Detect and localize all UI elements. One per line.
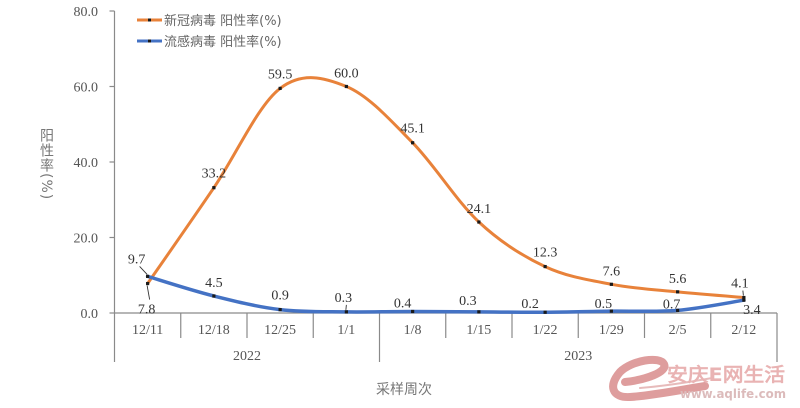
data-label-leader-covid (742, 290, 744, 296)
data-point-flu (344, 310, 348, 314)
x-tick-label: 1/29 (599, 323, 624, 338)
data-point-covid (146, 281, 150, 286)
data-label-flu: 0.5 (595, 297, 613, 312)
series-layer (145, 76, 746, 315)
data-point-flu (278, 308, 282, 312)
data-label-covid: 33.2 (202, 167, 227, 182)
x-tick-label: 12/11 (132, 323, 163, 338)
data-point-covid (278, 86, 282, 90)
data-point-flu (543, 310, 547, 314)
data-point-flu (609, 309, 613, 313)
data-label-covid: 59.5 (268, 67, 293, 82)
x-axis-title: 采样周次 (376, 382, 432, 398)
legend-label-covid: 新冠病毒 阳性率(%) (164, 13, 282, 29)
data-label-flu: 0.3 (459, 294, 477, 309)
data-label-flu: 0.9 (271, 289, 289, 304)
data-label-flu: 0.7 (663, 297, 681, 312)
data-label-leader-covid (146, 285, 151, 300)
watermark-url: www.aqlife.com (680, 387, 786, 401)
x-group-label: 2022 (233, 349, 261, 364)
legend-label-flu: 流感病毒 阳性率(%) (164, 34, 282, 50)
data-point-flu (146, 274, 150, 278)
x-tick-label: 2/5 (669, 323, 687, 338)
series-line-flu (145, 274, 746, 315)
watermark: 安庆E网生活 www.aqlife.com (609, 355, 786, 402)
legend: 新冠病毒 阳性率(%) 流感病毒 阳性率(%) (137, 13, 282, 50)
data-label-covid: 5.6 (669, 272, 687, 287)
y-tick-label: 20.0 (74, 232, 99, 247)
data-label-covid: 7.6 (603, 264, 621, 279)
series-line-covid (146, 76, 746, 299)
x-tick-label: 1/22 (533, 323, 558, 338)
data-point-flu (477, 310, 481, 314)
data-label-covid: 7.8 (138, 303, 156, 318)
x-tick-label: 12/18 (198, 323, 230, 338)
legend-marker-flu (148, 39, 151, 43)
data-label-covid: 60.0 (334, 67, 359, 82)
x-tick-label: 12/25 (264, 323, 296, 338)
data-label-covid: 24.1 (467, 202, 492, 217)
x-tick-label: 1/15 (466, 323, 491, 338)
data-point-covid (212, 186, 216, 190)
data-labels-layer: 7.8 33.2 59.5 60.0 45.1 24.1 12.3 7.6 5.6 4.1 9.7 4… (128, 67, 761, 319)
data-point-covid (543, 264, 547, 269)
y-tick-label: 40.0 (74, 156, 99, 171)
watermark-e-logo (609, 355, 709, 402)
data-label-flu: 3.4 (743, 303, 761, 318)
axes: 0.0 20.0 40.0 60.0 80.0 12/11 12/18 12/25 1/1 1/8… (74, 5, 778, 364)
data-label-leader-flu (139, 266, 148, 275)
data-label-covid: 4.1 (731, 277, 749, 292)
y-tick-label: 60.0 (74, 81, 99, 96)
data-label-covid: 12.3 (533, 246, 558, 261)
watermark-brand: 安庆E网生活 (667, 363, 785, 386)
y-axis-title: 阳性率(%) (38, 128, 54, 201)
data-label-flu: 0.3 (335, 291, 353, 306)
data-point-covid (609, 282, 613, 286)
data-label-flu: 0.2 (521, 297, 539, 312)
data-point-flu (742, 298, 746, 302)
data-point-covid (477, 220, 481, 224)
legend-marker-covid (148, 18, 151, 22)
data-label-leader-flu (345, 304, 347, 310)
data-point-covid (344, 84, 348, 89)
data-label-flu: 4.5 (205, 276, 223, 291)
y-tick-label: 80.0 (74, 5, 99, 20)
data-label-flu: 0.4 (394, 296, 412, 311)
data-point-covid (676, 290, 680, 294)
x-tick-label: 1/8 (404, 323, 422, 338)
x-tick-label: 2/12 (731, 323, 756, 338)
data-point-flu (212, 294, 216, 298)
data-point-covid (742, 295, 746, 300)
x-group-label: 2023 (564, 349, 592, 364)
x-tick-label: 1/1 (337, 323, 355, 338)
watermark-swoosh (639, 377, 713, 389)
data-point-covid (411, 141, 415, 145)
data-label-covid: 45.1 (400, 122, 425, 137)
y-tick-label: 0.0 (81, 307, 99, 322)
data-point-flu (676, 308, 680, 312)
data-label-flu: 9.7 (128, 252, 146, 267)
data-point-flu (411, 309, 415, 314)
